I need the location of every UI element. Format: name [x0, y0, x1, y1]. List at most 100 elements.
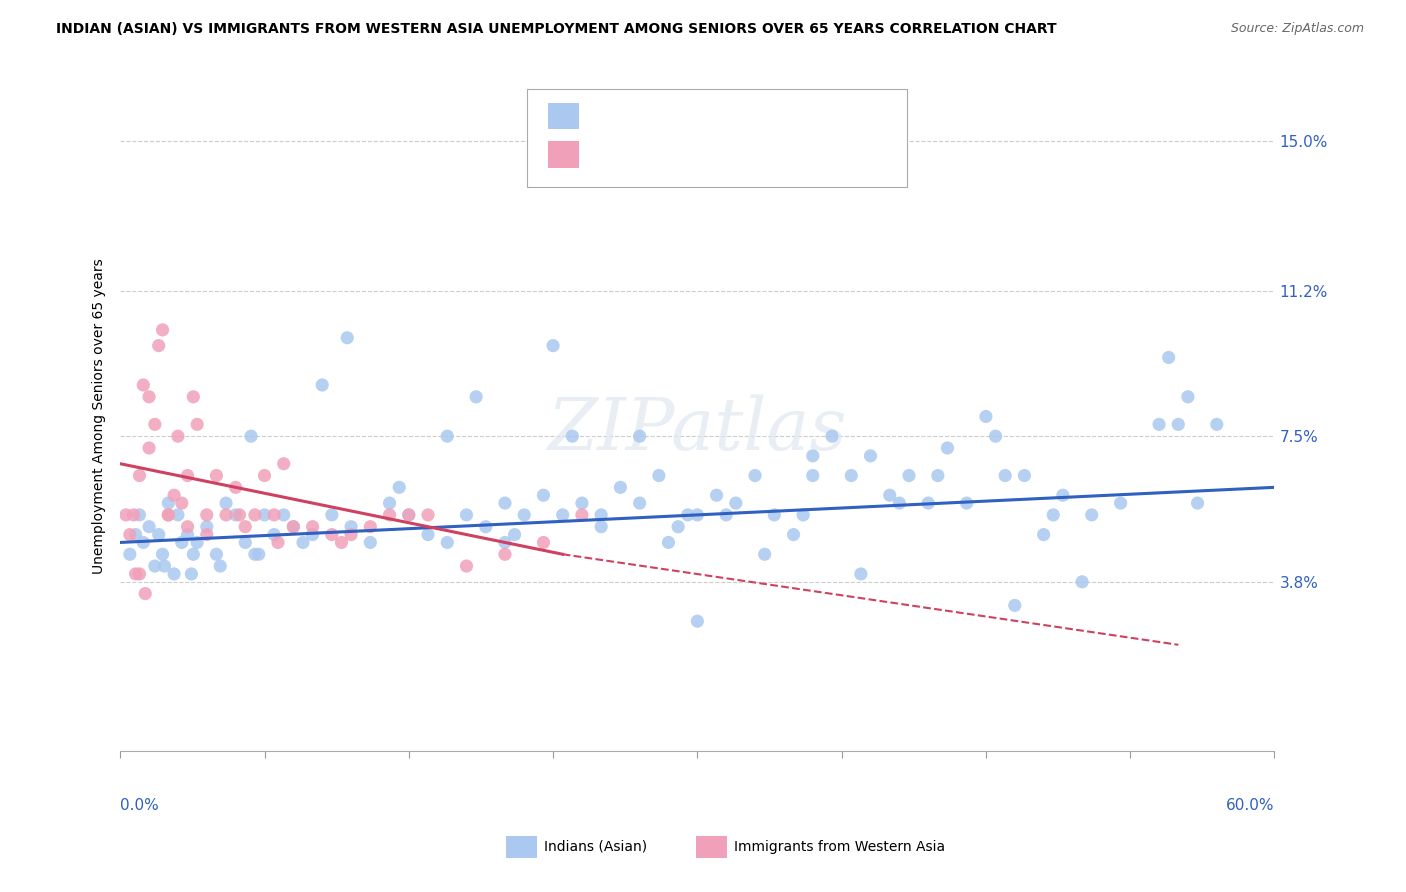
Point: [176, 527, 198, 541]
Text: 60.0%: 60.0%: [1226, 798, 1274, 814]
Point: [163, 566, 186, 581]
Point: [163, 488, 186, 502]
Point: [513, 508, 536, 522]
Text: R = -0.189: R = -0.189: [588, 147, 669, 162]
Point: [917, 496, 939, 510]
Text: Indians (Asian): Indians (Asian): [544, 839, 647, 854]
Point: [311, 378, 333, 392]
Point: [128, 468, 150, 483]
Point: [181, 390, 204, 404]
Text: R =  0.104: R = 0.104: [588, 110, 669, 125]
Y-axis label: Unemployment Among Seniors over 65 years: Unemployment Among Seniors over 65 years: [93, 259, 107, 574]
Point: [398, 508, 420, 522]
Point: [494, 535, 516, 549]
Point: [148, 527, 170, 541]
Point: [359, 519, 381, 533]
Point: [474, 519, 496, 533]
Point: [388, 480, 411, 494]
Point: [609, 480, 631, 494]
Point: [1177, 390, 1199, 404]
Point: [533, 535, 555, 549]
Point: [132, 535, 155, 549]
Point: [1205, 417, 1227, 432]
Point: [716, 508, 738, 522]
Point: [157, 508, 180, 522]
Point: [378, 496, 401, 510]
Point: [571, 496, 593, 510]
Point: [927, 468, 949, 483]
Point: [416, 527, 439, 541]
Point: [648, 468, 671, 483]
Point: [359, 535, 381, 549]
Point: [263, 527, 285, 541]
Point: [243, 508, 266, 522]
Point: [792, 508, 814, 522]
Point: [148, 338, 170, 352]
Point: [936, 441, 959, 455]
Point: [152, 547, 174, 561]
Point: [273, 457, 295, 471]
Point: [215, 496, 238, 510]
Point: [301, 519, 323, 533]
Point: [666, 519, 689, 533]
Point: [167, 429, 190, 443]
Point: [897, 468, 920, 483]
Point: [195, 508, 218, 522]
Point: [551, 508, 574, 522]
Point: [494, 496, 516, 510]
Text: N =  47: N = 47: [752, 147, 810, 162]
Point: [744, 468, 766, 483]
Point: [340, 519, 363, 533]
Point: [1167, 417, 1189, 432]
Point: [132, 378, 155, 392]
Point: [494, 547, 516, 561]
Point: [153, 559, 176, 574]
Point: [253, 468, 276, 483]
Point: [436, 429, 458, 443]
Point: [186, 535, 208, 549]
Point: [321, 508, 343, 522]
Point: [436, 535, 458, 549]
Point: [1071, 574, 1094, 589]
Point: [456, 559, 478, 574]
Point: [1032, 527, 1054, 541]
Text: ZIPatlas: ZIPatlas: [547, 394, 848, 465]
Point: [676, 508, 699, 522]
Point: [181, 547, 204, 561]
Point: [205, 547, 228, 561]
Point: [186, 417, 208, 432]
Point: [1147, 417, 1170, 432]
Point: [134, 586, 156, 600]
Point: [321, 527, 343, 541]
Point: [1080, 508, 1102, 522]
Point: [291, 535, 314, 549]
Text: N =  105: N = 105: [752, 110, 820, 125]
Point: [195, 519, 218, 533]
Point: [243, 547, 266, 561]
Point: [170, 535, 193, 549]
Point: [167, 508, 190, 522]
Point: [657, 535, 679, 549]
Point: [533, 488, 555, 502]
Point: [706, 488, 728, 502]
Point: [240, 429, 263, 443]
Point: [138, 441, 160, 455]
Point: [398, 508, 420, 522]
Point: [974, 409, 997, 424]
Point: [180, 566, 202, 581]
Point: [782, 527, 804, 541]
Point: [994, 468, 1017, 483]
Point: [157, 508, 180, 522]
Point: [176, 468, 198, 483]
Text: Immigrants from Western Asia: Immigrants from Western Asia: [734, 839, 945, 854]
Text: Source: ZipAtlas.com: Source: ZipAtlas.com: [1230, 22, 1364, 36]
Point: [253, 508, 276, 522]
Point: [340, 527, 363, 541]
Point: [628, 496, 651, 510]
Point: [118, 547, 141, 561]
Point: [233, 519, 256, 533]
Point: [724, 496, 747, 510]
Point: [1109, 496, 1132, 510]
Point: [849, 566, 872, 581]
Point: [157, 496, 180, 510]
